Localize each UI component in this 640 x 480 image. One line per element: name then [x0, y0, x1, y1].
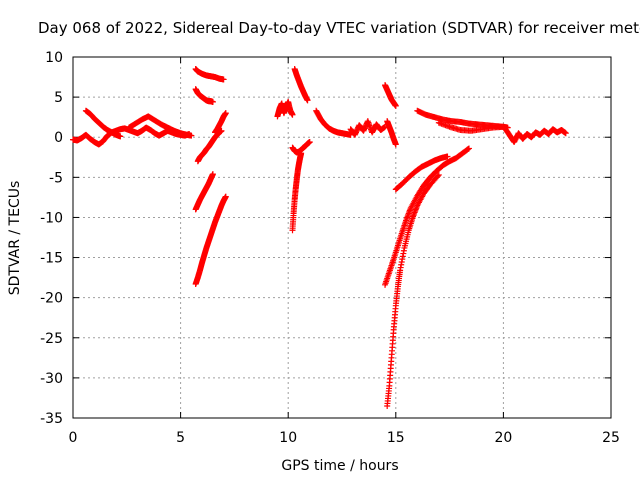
- data-series: [347, 118, 389, 138]
- data-series: [392, 153, 451, 193]
- data-series: [192, 193, 229, 288]
- data-point-marker: [435, 171, 442, 178]
- data-point-marker: [304, 97, 311, 104]
- y-axis-title: SDTVAR / TECUs: [7, 181, 23, 296]
- data-series: [384, 118, 399, 148]
- x-tick-label: 0: [69, 430, 78, 446]
- data-series: [192, 86, 216, 105]
- x-tick-label: 15: [387, 430, 405, 446]
- data-series: [289, 150, 305, 234]
- data-points: [70, 66, 569, 409]
- data-series: [82, 107, 124, 140]
- data-series: [291, 66, 311, 104]
- x-axis-title: GPS time / hours: [281, 458, 398, 474]
- data-series: [212, 110, 229, 136]
- y-tick-label: 5: [54, 90, 63, 106]
- plot-frame: [72, 56, 612, 419]
- data-series: [274, 98, 296, 120]
- y-tick-label: 10: [45, 50, 63, 66]
- data-point-marker: [562, 130, 569, 137]
- data-point-marker: [222, 193, 229, 200]
- y-tick-label: 0: [54, 130, 63, 146]
- data-point-marker: [434, 173, 441, 180]
- x-tick-label: 20: [494, 430, 512, 446]
- data-point-marker: [222, 110, 229, 117]
- y-tick-label: -20: [40, 291, 63, 307]
- data-series: [192, 66, 227, 83]
- data-point-marker: [220, 76, 227, 83]
- data-series: [435, 119, 507, 134]
- y-tick-label: -10: [40, 210, 63, 226]
- y-tick-label: -30: [40, 371, 63, 387]
- data-point-marker: [444, 153, 451, 160]
- data-series: [384, 171, 442, 409]
- data-series: [382, 145, 472, 288]
- data-point-marker: [209, 98, 216, 105]
- data-series: [382, 82, 399, 109]
- data-point-marker: [289, 111, 296, 118]
- chart-title: Day 068 of 2022, Sidereal Day-to-day VTE…: [38, 19, 640, 37]
- data-point-marker: [188, 132, 195, 139]
- data-point-marker: [117, 133, 124, 140]
- data-point-marker: [392, 141, 399, 148]
- data-series: [125, 113, 195, 139]
- x-tick-label: 25: [602, 430, 620, 446]
- y-tick-label: -15: [40, 251, 63, 267]
- y-tick-label: -35: [40, 411, 63, 427]
- data-series: [502, 126, 569, 146]
- data-point-marker: [306, 139, 313, 146]
- x-tick-label: 10: [279, 430, 297, 446]
- tick-labels: 0 5 10 15 20 25 -35 -30 -25 -20 -15 -10 -5 0 5 10: [40, 50, 620, 446]
- data-point-marker: [218, 127, 225, 134]
- y-tick-label: -5: [49, 170, 63, 186]
- data-point-marker: [465, 145, 472, 152]
- y-tick-label: -25: [40, 331, 63, 347]
- data-series: [192, 171, 216, 213]
- grid-lines: [73, 57, 611, 418]
- data-series: [289, 139, 313, 156]
- data-point-marker: [465, 146, 472, 153]
- data-point-marker: [209, 171, 216, 178]
- x-tick-label: 5: [176, 430, 185, 446]
- data-point-marker: [392, 102, 399, 109]
